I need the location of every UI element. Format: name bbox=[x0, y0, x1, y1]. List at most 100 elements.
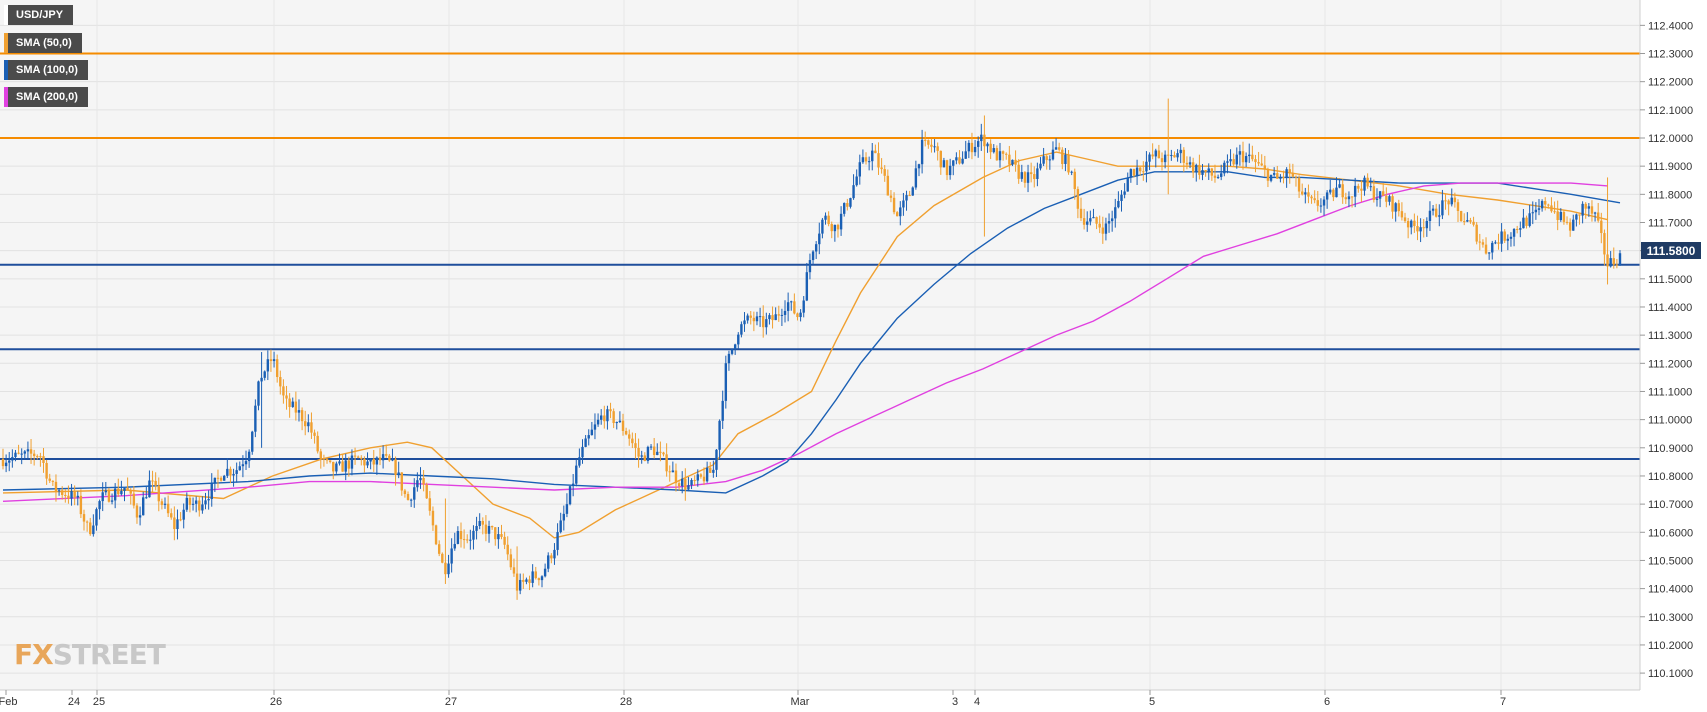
candle-bull bbox=[182, 509, 185, 520]
candle-bull bbox=[260, 377, 263, 382]
candle-bear bbox=[684, 478, 687, 490]
candle-bull bbox=[148, 480, 151, 498]
candle-bear bbox=[360, 457, 363, 459]
candle-bull bbox=[469, 539, 472, 541]
candle-bear bbox=[154, 480, 157, 486]
candle-bull bbox=[783, 310, 787, 315]
y-tick-label: 112.4000 bbox=[1648, 20, 1693, 32]
candle-bull bbox=[391, 459, 394, 461]
candle-bear bbox=[67, 495, 70, 499]
candle-bear bbox=[1301, 191, 1304, 195]
candle-bull bbox=[1609, 258, 1612, 267]
candle-bull bbox=[646, 446, 650, 461]
candle-bear bbox=[89, 522, 92, 535]
candle-bear bbox=[628, 434, 631, 439]
candle-bull bbox=[933, 146, 936, 148]
candle-bull bbox=[656, 451, 659, 456]
candle-bear bbox=[1266, 169, 1270, 181]
candle-bull bbox=[142, 497, 145, 516]
candle-bull bbox=[839, 213, 843, 230]
candle-bull bbox=[138, 515, 142, 518]
candle-bear bbox=[188, 497, 192, 505]
candle-bear bbox=[1544, 201, 1547, 205]
x-tick-label: 6 bbox=[1324, 696, 1330, 708]
candle-bull bbox=[241, 464, 245, 467]
candle-bull bbox=[1123, 191, 1126, 195]
candle-bear bbox=[494, 527, 497, 540]
candle-bull bbox=[973, 146, 977, 153]
candle-bear bbox=[1568, 222, 1572, 231]
y-tick-label: 110.1000 bbox=[1648, 668, 1693, 680]
candle-bear bbox=[512, 567, 516, 574]
candle-bear bbox=[677, 483, 681, 487]
candle-bull bbox=[599, 415, 603, 420]
candle-bull bbox=[1394, 203, 1397, 212]
candle-bull bbox=[1129, 169, 1133, 178]
candle-bull bbox=[350, 455, 354, 469]
candle-bear bbox=[1472, 221, 1475, 225]
candle-bull bbox=[690, 479, 693, 486]
candle-bear bbox=[1600, 220, 1603, 234]
candle-bull bbox=[4, 462, 8, 467]
candle-bear bbox=[874, 150, 877, 154]
candle-bear bbox=[60, 490, 64, 495]
candle-bear bbox=[793, 301, 796, 314]
candle-bear bbox=[1076, 189, 1080, 209]
candle-bear bbox=[1615, 264, 1619, 266]
candle-bear bbox=[1067, 154, 1070, 173]
candle-bull bbox=[967, 142, 971, 152]
candle-bear bbox=[1456, 202, 1460, 211]
candle-bear bbox=[1397, 203, 1400, 212]
candle-bear bbox=[752, 317, 756, 322]
candle-bull bbox=[998, 151, 1002, 161]
candle-bear bbox=[82, 514, 86, 522]
y-tick-label: 111.2000 bbox=[1648, 358, 1692, 370]
candle-bear bbox=[32, 453, 36, 457]
candle-bear bbox=[995, 148, 999, 161]
candle-bear bbox=[135, 505, 139, 518]
candle-bear bbox=[1584, 203, 1587, 209]
candle-bear bbox=[388, 455, 391, 461]
candle-bear bbox=[883, 169, 886, 176]
candle-bear bbox=[45, 462, 48, 479]
candle-bear bbox=[17, 452, 20, 454]
candle-bull bbox=[1042, 156, 1045, 164]
candle-bear bbox=[310, 422, 313, 433]
y-tick-label: 112.0000 bbox=[1648, 133, 1693, 145]
candle-bear bbox=[275, 359, 279, 378]
candle-bull bbox=[1441, 200, 1444, 216]
sma50-line bbox=[2, 151, 1608, 539]
y-tick-label: 110.7000 bbox=[1648, 499, 1693, 511]
x-tick-label: 4 bbox=[974, 696, 980, 708]
candle-bull bbox=[805, 272, 809, 301]
candle-bull bbox=[23, 451, 27, 454]
candle-bear bbox=[117, 488, 120, 495]
y-tick-label: 110.8000 bbox=[1648, 471, 1693, 483]
candle-bull bbox=[232, 473, 235, 476]
y-tick-label: 110.9000 bbox=[1648, 443, 1693, 455]
candle-bull bbox=[1335, 187, 1338, 198]
candle-bull bbox=[1089, 218, 1092, 222]
candle-bull bbox=[1378, 191, 1382, 199]
candle-bull bbox=[194, 500, 198, 504]
candle-bull bbox=[606, 409, 609, 422]
candle-bull bbox=[1092, 217, 1095, 219]
candle-bear bbox=[1045, 156, 1048, 161]
candle-bull bbox=[758, 316, 762, 318]
y-tick-label: 111.4000 bbox=[1648, 302, 1692, 314]
candle-bear bbox=[506, 544, 509, 555]
candle-bull bbox=[8, 460, 11, 463]
x-axis-ticks: Feb 24 25 26 27 28 Mar 3 4 5 6 7 bbox=[0, 690, 1506, 708]
candle-bear bbox=[659, 451, 662, 453]
candle-bear bbox=[319, 451, 322, 459]
candle-bear bbox=[363, 458, 366, 466]
y-tick-label: 112.2000 bbox=[1648, 77, 1693, 89]
candle-bear bbox=[1406, 221, 1410, 228]
candle-bear bbox=[1444, 200, 1447, 202]
candle-bull bbox=[92, 525, 95, 535]
candle-bear bbox=[1132, 169, 1136, 176]
candle-bear bbox=[1413, 220, 1416, 227]
candle-bull bbox=[244, 461, 248, 465]
y-tick-label: 110.5000 bbox=[1648, 555, 1693, 567]
